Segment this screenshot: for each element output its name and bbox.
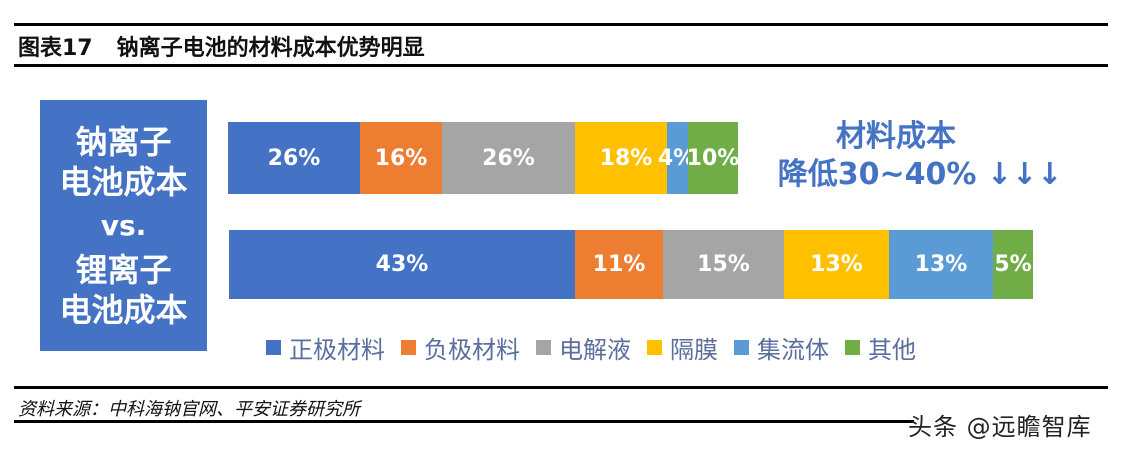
source-note: 资料来源：中科海钠官网、平安证券研究所 [18, 399, 360, 420]
legend-swatch-icon [536, 340, 551, 355]
source-bottom-rule [14, 420, 914, 423]
legend-label: 电解液 [559, 336, 631, 364]
chart-legend: 正极材料 负极材料 电解液 隔膜 集流体 其他 [266, 330, 932, 365]
legend-label: 正极材料 [289, 336, 385, 364]
legend-label: 隔膜 [670, 336, 718, 364]
legend-swatch-icon [734, 340, 749, 355]
legend-swatch-icon [845, 340, 860, 355]
bar-segment-cathode: 26% [228, 122, 360, 194]
cost-reduction-annotation: 材料成本 降低30~40% ↓↓↓ [770, 118, 1070, 194]
bar-segment-cathode: 43% [229, 230, 575, 299]
segment-label: 18% [599, 145, 653, 171]
versus-label: vs. [100, 208, 147, 242]
segment-label: 15% [697, 252, 750, 277]
source-top-rule [14, 386, 1108, 389]
legend-item-collector: 集流体 [734, 330, 829, 365]
sodium-label-line1: 钠离子 [75, 122, 172, 161]
sodium-cost-bar: 26% 16% 26% 18% 4% 10% [228, 122, 740, 194]
segment-label: 5% [994, 252, 1032, 277]
watermark: 头条 @远瞻智库 [908, 413, 1092, 441]
segment-label: 13% [810, 252, 863, 277]
segment-label: 13% [914, 252, 968, 277]
lithium-label-line2: 电池成本 [59, 290, 188, 329]
bar-segment-collector: 13% [889, 230, 993, 299]
segment-label: 10% [686, 145, 740, 171]
top-rule [14, 23, 1108, 26]
bar-segment-electrolyte: 26% [442, 122, 575, 194]
bar-segment-separator: 18% [575, 122, 667, 194]
lithium-cost-bar: 43% 11% 15% 13% 13% 5% [229, 230, 1033, 299]
comparison-label-panel: 钠离子 电池成本 vs. 锂离子 电池成本 [40, 100, 207, 351]
bar-segment-separator: 13% [784, 230, 889, 299]
legend-label: 其他 [868, 336, 916, 364]
segment-label: 26% [267, 145, 321, 171]
bar-segment-other: 10% [686, 122, 740, 194]
segment-label: 11% [592, 252, 646, 277]
legend-swatch-icon [266, 340, 281, 355]
segment-label: 16% [374, 145, 428, 171]
legend-item-anode: 负极材料 [401, 330, 520, 365]
legend-swatch-icon [647, 340, 662, 355]
title-bottom-rule [14, 64, 1108, 67]
bar-segment-electrolyte: 15% [663, 230, 784, 299]
sodium-label-line2: 电池成本 [59, 162, 188, 201]
bar-segment-anode: 16% [360, 122, 442, 194]
annotation-line2: 降低30~40% ↓↓↓ [777, 157, 1063, 192]
legend-item-electrolyte: 电解液 [536, 330, 631, 365]
figure-title-text: 钠离子电池的材料成本优势明显 [116, 36, 425, 61]
legend-label: 集流体 [757, 336, 829, 364]
legend-swatch-icon [401, 340, 416, 355]
legend-label: 负极材料 [424, 336, 520, 364]
bar-segment-other: 5% [993, 230, 1033, 299]
figure-title: 图表17 钠离子电池的材料成本优势明显 [18, 30, 425, 62]
segment-label: 26% [482, 145, 535, 171]
segment-label: 43% [375, 252, 429, 277]
annotation-line1: 材料成本 [836, 119, 956, 154]
legend-item-separator: 隔膜 [647, 330, 718, 365]
lithium-label-line1: 锂离子 [75, 250, 172, 289]
legend-item-other: 其他 [845, 330, 916, 365]
legend-item-cathode: 正极材料 [266, 330, 385, 365]
bar-segment-collector: 4% [658, 122, 695, 194]
bar-segment-anode: 11% [575, 230, 663, 299]
figure-number: 图表17 [18, 36, 93, 61]
